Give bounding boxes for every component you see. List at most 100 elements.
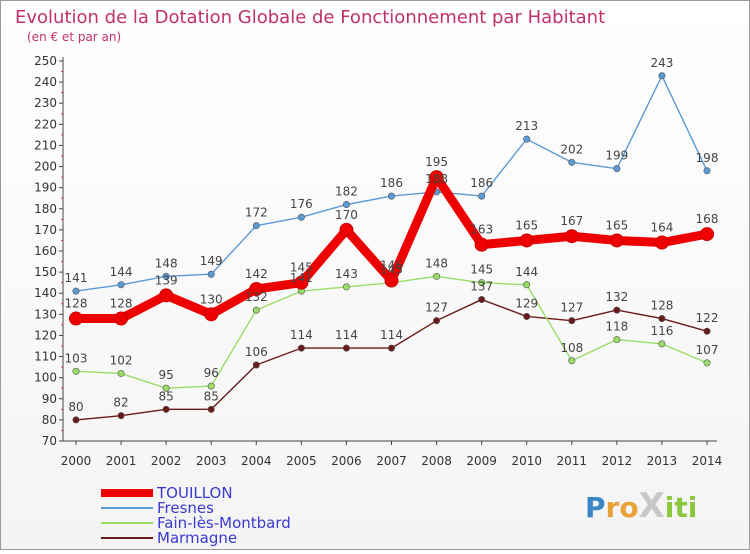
data-point (252, 361, 260, 369)
data-point (613, 306, 621, 314)
data-point (433, 317, 441, 325)
data-point (429, 170, 444, 185)
data-label: 132 (605, 290, 628, 304)
data-point (568, 357, 576, 365)
data-label: 139 (155, 273, 178, 287)
data-point (117, 369, 125, 377)
x-tick-label: 2005 (286, 454, 317, 468)
svg-text:ProXiti: ProXiti (585, 486, 697, 526)
data-point (658, 340, 666, 348)
data-point (117, 281, 125, 289)
data-point (433, 272, 441, 280)
data-point (69, 311, 83, 326)
y-tick-label: 250 (34, 54, 57, 68)
y-tick-label: 140 (34, 286, 57, 300)
data-point (294, 275, 309, 290)
data-point (159, 288, 174, 303)
x-tick-label: 2006 (331, 454, 362, 468)
data-point (117, 412, 125, 420)
data-label: 85 (204, 389, 219, 403)
data-point (252, 306, 260, 314)
data-label: 146 (380, 259, 403, 273)
legend-label: TOUILLON (156, 484, 233, 502)
data-label: 82 (113, 396, 128, 410)
data-point (342, 344, 350, 352)
data-label: 128 (65, 297, 88, 311)
data-point (523, 135, 531, 143)
data-label: 144 (110, 265, 133, 279)
y-tick-label: 190 (34, 181, 57, 195)
data-label: 182 (335, 185, 358, 199)
data-label: 165 (515, 218, 538, 232)
data-label: 165 (605, 218, 628, 232)
data-label: 186 (380, 176, 403, 190)
data-point (568, 317, 576, 325)
y-tick-label: 90 (42, 392, 57, 406)
data-point (72, 416, 80, 424)
y-tick-label: 220 (34, 117, 57, 131)
y-tick-label: 110 (34, 350, 57, 364)
data-label: 243 (650, 56, 673, 70)
data-point (162, 405, 170, 413)
chart-title: Evolution de la Dotation Globale de Fonc… (15, 7, 605, 28)
y-tick-label: 230 (34, 96, 57, 110)
data-label: 142 (245, 267, 268, 281)
data-point (478, 296, 486, 304)
y-tick-label: 70 (42, 434, 57, 448)
data-point (249, 282, 264, 296)
data-point (162, 384, 170, 392)
data-point (339, 222, 354, 237)
y-tick-label: 80 (42, 413, 57, 427)
data-label: 132 (245, 290, 268, 304)
data-point (703, 327, 711, 335)
data-point (342, 201, 350, 209)
data-label: 167 (560, 214, 583, 228)
data-point (658, 72, 666, 80)
data-point (609, 233, 624, 248)
x-tick-label: 2007 (376, 454, 407, 468)
x-tick-label: 2002 (151, 454, 182, 468)
x-tick-label: 2010 (511, 454, 542, 468)
data-point (478, 192, 486, 200)
data-label: 129 (515, 296, 538, 310)
data-label: 195 (425, 155, 448, 169)
data-label: 202 (560, 142, 583, 156)
data-label: 144 (515, 265, 538, 279)
y-tick-label: 170 (34, 223, 57, 237)
data-label: 116 (650, 324, 673, 338)
data-label: 127 (560, 301, 583, 315)
data-label: 114 (380, 328, 403, 342)
legend-label: Marmagne (157, 529, 237, 547)
data-label: 141 (290, 271, 313, 285)
x-tick-label: 2001 (106, 454, 137, 468)
x-tick-label: 2012 (602, 454, 633, 468)
data-point (523, 312, 531, 320)
data-label: 145 (290, 261, 313, 275)
x-tick-label: 2009 (466, 454, 497, 468)
y-tick-label: 160 (34, 244, 57, 258)
data-label: 128 (650, 299, 673, 313)
data-label: 145 (380, 263, 403, 277)
data-label: 96 (204, 366, 219, 380)
data-point (703, 359, 711, 367)
data-label: 106 (245, 345, 268, 359)
data-label: 114 (335, 328, 358, 342)
y-tick-label: 150 (34, 265, 57, 279)
axes: 7080901001101201301401501601701801902002… (34, 54, 722, 468)
data-label: 213 (515, 119, 538, 133)
data-point (72, 287, 80, 295)
data-point (297, 344, 305, 352)
data-labels: 80 82 85 85 106 114 114 114 127 137 129 127 132 128 12… (65, 56, 719, 414)
data-point (207, 382, 215, 390)
data-point (523, 281, 531, 289)
data-point (654, 235, 669, 250)
data-point (72, 367, 80, 375)
data-point (387, 344, 395, 352)
y-tick-label: 200 (34, 160, 57, 174)
y-tick-label: 100 (34, 371, 57, 385)
x-tick-label: 2008 (421, 454, 452, 468)
data-point (162, 272, 170, 280)
data-label: 103 (65, 351, 88, 365)
data-point (204, 307, 219, 322)
